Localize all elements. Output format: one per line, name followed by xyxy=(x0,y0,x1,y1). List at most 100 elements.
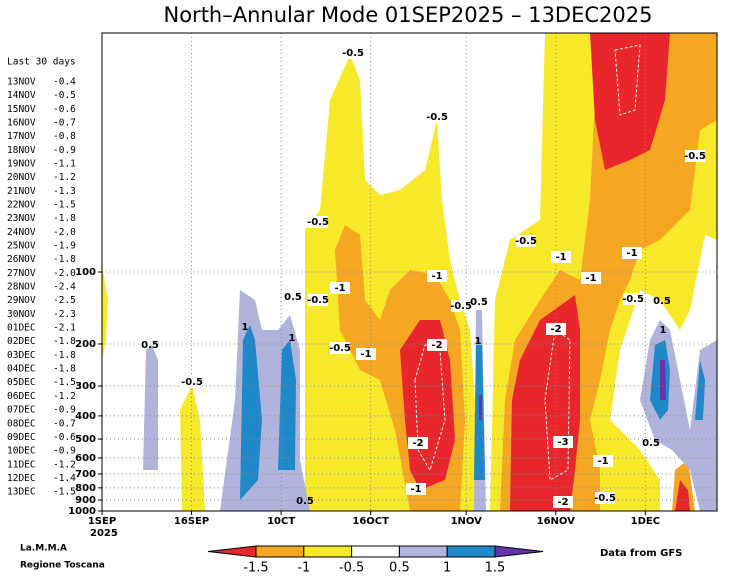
list-value: -0.9 xyxy=(53,405,76,416)
contour-label: -0.5 xyxy=(181,377,203,388)
contour-label: 1 xyxy=(660,325,667,336)
list-date: 11DEC xyxy=(7,459,36,470)
contour-label: -0.5 xyxy=(307,217,329,228)
contour-line xyxy=(414,344,446,472)
contour-label-bg xyxy=(427,111,447,123)
contour-label-bg xyxy=(330,342,350,354)
x-year-label: 2025 xyxy=(90,528,118,539)
contour-label: -2 xyxy=(550,324,561,335)
list-value: -0.8 xyxy=(53,131,76,142)
contour-label: -2 xyxy=(557,497,568,508)
list-value: -1.8 xyxy=(53,364,76,375)
contour-label: 0.5 xyxy=(653,296,671,307)
contour-label: -2 xyxy=(431,340,442,351)
list-value: -2.3 xyxy=(53,309,76,320)
contour-label-bg xyxy=(516,235,536,247)
contour-label: 0.5 xyxy=(141,340,159,351)
contour-line xyxy=(614,44,641,116)
colorbar-cell xyxy=(494,545,544,558)
list-date: 26NOV xyxy=(7,254,36,265)
list-value: -2.4 xyxy=(53,282,76,293)
x-tick-label: 16NOV xyxy=(537,516,576,527)
y-tick-label: 500 xyxy=(75,434,96,445)
contour-label: 1 xyxy=(475,336,482,347)
contour-label-bg xyxy=(593,455,613,467)
contour-label: 1 xyxy=(289,333,296,344)
list-date: 02DEC xyxy=(7,336,36,347)
contour-label-bg xyxy=(330,282,350,294)
contour-label-bg xyxy=(553,496,573,508)
list-date: 13NOV xyxy=(7,77,36,88)
contour-label-bg xyxy=(356,348,376,360)
contour-fills xyxy=(102,33,717,511)
contour-label-bg xyxy=(551,251,571,263)
y-tick-label: 800 xyxy=(75,483,96,494)
list-date: 28NOV xyxy=(7,282,36,293)
colorbar-label: -1 xyxy=(297,561,310,576)
y-tick-label: 900 xyxy=(75,495,96,506)
contour-label: -0.5 xyxy=(426,112,448,123)
list-value: -1.1 xyxy=(53,159,76,170)
y-tick-label: 700 xyxy=(75,469,96,480)
list-date: 13DEC xyxy=(7,487,36,498)
list-value: -1.8 xyxy=(53,213,76,224)
list-value: -0.7 xyxy=(53,418,76,429)
contour-label-bg xyxy=(308,216,328,228)
contour-label-bg xyxy=(427,339,447,351)
list-date: 29NOV xyxy=(7,295,36,306)
contour-label: -1 xyxy=(555,252,566,263)
contour-label: -0.5 xyxy=(329,343,351,354)
list-date: 23NOV xyxy=(7,213,36,224)
list-value: -0.9 xyxy=(53,446,76,457)
contour-label-bg xyxy=(408,437,428,449)
list-value: -2.0 xyxy=(53,227,76,238)
list-value: -1.4 xyxy=(53,473,76,484)
list-date: 25NOV xyxy=(7,241,36,252)
colorbar-cell xyxy=(351,545,400,558)
contour-label-bg xyxy=(595,492,615,504)
x-tick-label: 16OCT xyxy=(352,516,389,527)
contour-label-bg xyxy=(581,272,601,284)
contour-label-bg xyxy=(308,294,328,306)
list-value: -2.0 xyxy=(53,268,76,279)
list-date: 01DEC xyxy=(7,323,36,334)
list-date: 10DEC xyxy=(7,446,36,457)
contour-label-bg xyxy=(622,247,642,259)
list-value: -1.5 xyxy=(53,377,76,388)
list-value: -1.2 xyxy=(53,172,76,183)
footer-left: La.M.M.A xyxy=(20,544,67,554)
contour-label: -0.5 xyxy=(450,301,472,312)
contour-label: -1 xyxy=(585,273,596,284)
list-value: -1.3 xyxy=(53,186,76,197)
footer-right: Data from GFS xyxy=(600,548,682,559)
colorbar-cell xyxy=(446,545,496,558)
contour-label: -1 xyxy=(334,283,345,294)
list-date: 08DEC xyxy=(7,418,36,429)
list-date: 07DEC xyxy=(7,405,36,416)
contour-label: 0.5 xyxy=(296,496,314,507)
list-date: 18NOV xyxy=(7,145,36,156)
list-date: 24NOV xyxy=(7,227,36,238)
list-date: 03DEC xyxy=(7,350,36,361)
y-tick-label: 200 xyxy=(75,339,96,350)
list-value: -0.5 xyxy=(53,90,76,101)
list-value: -0.9 xyxy=(53,145,76,156)
contour-label: 0.5 xyxy=(284,292,302,303)
colorbar-label: 1.5 xyxy=(485,561,506,576)
contour-label: -0.5 xyxy=(307,295,329,306)
contour-label: -0.5 xyxy=(515,236,537,247)
list-date: 04DEC xyxy=(7,364,36,375)
y-tick-label: 400 xyxy=(75,411,96,422)
colorbar-cell xyxy=(303,545,353,558)
contour-label-bg xyxy=(343,47,363,59)
list-date: 27NOV xyxy=(7,268,36,279)
list-value: -1.8 xyxy=(53,254,76,265)
contour-label-bg xyxy=(427,270,447,282)
contour-label: -0.5 xyxy=(594,493,616,504)
contour-label: 0.5 xyxy=(642,438,660,449)
contour-label: 1 xyxy=(242,322,249,333)
colorbar-cell xyxy=(398,545,448,558)
x-tick-label: 1NOV xyxy=(451,516,483,527)
list-value: -1.2 xyxy=(53,391,76,402)
contour-label: -1 xyxy=(626,248,637,259)
